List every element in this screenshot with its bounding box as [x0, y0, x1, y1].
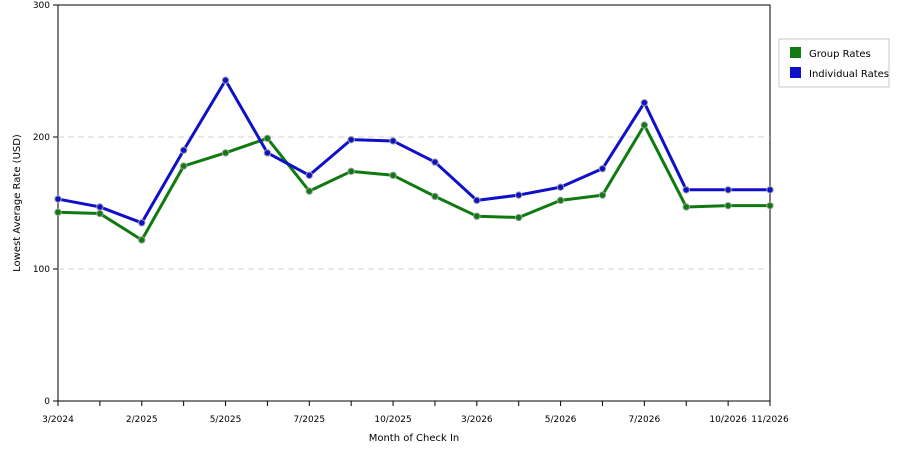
data-point-group-rates [54, 208, 62, 216]
x-tick-label: 7/2025 [293, 415, 325, 425]
y-tick-label: 200 [33, 133, 50, 143]
data-point-individual-rates [473, 196, 481, 205]
x-axis-title: Month of Check In [369, 433, 460, 444]
legend-swatch-individual-rates [790, 67, 801, 78]
data-point-individual-rates [431, 158, 439, 166]
x-tick-label: 10/2026 [709, 415, 747, 425]
series-line-group-rates [56, 123, 772, 242]
data-point-group-rates [473, 212, 481, 220]
series-layer [54, 76, 774, 244]
plot-area [57, 4, 771, 402]
x-tick-label: 10/2025 [374, 415, 411, 425]
legend-label-group-rates: Group Rates [809, 49, 871, 60]
data-point-group-rates [766, 201, 774, 210]
x-axis: 3/2024 2/2025 5/2025 7/2025 10/2025 3/2026 5/2… [42, 401, 789, 425]
x-tick-label: 7/2026 [629, 415, 661, 425]
x-tick-label: 5/2026 [545, 415, 577, 425]
series-line-individual-rates [56, 78, 772, 225]
data-point-individual-rates [640, 98, 649, 107]
data-point-individual-rates [54, 195, 62, 203]
x-tick-label: 3/2026 [461, 415, 493, 425]
y-axis: 0 100 200 300 [33, 1, 58, 407]
y-tick-label: 100 [33, 265, 50, 275]
data-point-group-rates [138, 236, 146, 244]
data-point-group-rates [263, 134, 272, 143]
y-tick-label: 300 [33, 1, 50, 11]
data-point-group-rates [221, 149, 230, 157]
x-tick-label: 2/2025 [126, 415, 158, 425]
y-tick-label: 0 [44, 397, 50, 407]
data-point-individual-rates [305, 171, 313, 179]
data-point-individual-rates [515, 191, 523, 199]
x-tick-label: 11/2026 [751, 415, 789, 425]
data-point-individual-rates [389, 137, 397, 145]
data-point-group-rates [556, 196, 565, 205]
data-point-individual-rates [96, 203, 104, 211]
x-tick-label: 5/2025 [210, 415, 242, 425]
data-point-group-rates [347, 167, 355, 176]
data-point-individual-rates [682, 186, 690, 194]
legend-label-individual-rates: Individual Rates [809, 69, 889, 80]
series-group-rates [54, 121, 774, 244]
data-point-individual-rates [347, 135, 355, 144]
y-axis-title: Lowest Average Rate (USD) [12, 134, 23, 272]
data-point-individual-rates [556, 183, 565, 191]
x-tick-label: 3/2024 [42, 415, 74, 425]
data-point-group-rates [682, 203, 690, 211]
data-point-individual-rates [724, 186, 732, 194]
data-point-group-rates [179, 162, 188, 170]
data-point-group-rates [724, 201, 732, 210]
series-individual-rates [54, 76, 774, 227]
data-point-individual-rates [263, 149, 272, 157]
data-point-group-rates [96, 209, 104, 218]
data-point-group-rates [640, 121, 649, 129]
data-point-individual-rates [138, 219, 146, 227]
data-point-individual-rates [766, 186, 774, 194]
data-point-group-rates [431, 192, 439, 201]
legend-swatch-group-rates [790, 47, 801, 58]
data-point-individual-rates [598, 164, 607, 173]
data-point-group-rates [515, 213, 523, 222]
data-point-group-rates [389, 171, 397, 179]
legend: Group Rates Individual Rates [778, 38, 890, 88]
data-point-group-rates [598, 191, 607, 199]
data-point-individual-rates [179, 146, 188, 154]
data-point-individual-rates [221, 76, 230, 84]
data-point-group-rates [305, 187, 313, 195]
